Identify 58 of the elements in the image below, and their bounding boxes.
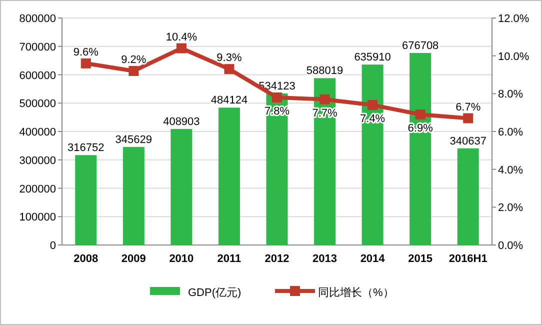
bar [218,108,240,245]
bar [457,148,479,245]
data-label: 676708 [402,40,439,52]
y2-tick-label: 6.0% [498,126,524,138]
y-tick-label: 0 [50,240,56,252]
data-label: 6.7% [456,101,481,114]
y2-tick-label: 12.0% [498,13,530,25]
data-label: 9.3% [216,52,242,64]
data-label: 340637 [450,135,486,148]
legend-label: 同比增长（%） [318,286,394,299]
point [80,58,91,68]
x-tick-label: 2010 [169,253,194,265]
y2-tick-label: 2.0% [498,202,524,214]
data-label: 345629 [115,134,152,146]
legend-label: GDP(亿元) [188,287,242,299]
x-tick-label: 2011 [217,253,242,265]
data-label: 484124 [210,94,248,107]
bar [170,128,192,245]
y-tick-label: 700000 [19,41,56,54]
y-tick-label: 800000 [19,13,56,25]
y2-tick-label: 10.0% [498,50,530,63]
point [176,43,186,54]
bar [266,93,288,245]
y2-tick-label: 0.0% [498,240,524,252]
y-tick-label: 300000 [19,154,56,167]
y2-tick-label: 4.0% [498,164,524,176]
x-tick-label: 2013 [312,253,338,265]
bar [75,155,97,245]
point [128,66,139,76]
point [368,100,378,110]
x-tick-label: 2009 [121,253,146,265]
x-tick-label: 2012 [264,253,290,265]
x-tick-label: 2008 [74,253,98,265]
y-tick-label: 100000 [19,212,56,224]
data-label: 408903 [163,116,200,128]
point [224,64,234,74]
y2-tick-label: 8.0% [498,88,524,101]
x-tick-label: 2014 [360,253,386,265]
y-tick-label: 200000 [19,183,56,196]
x-tick-label: 2015 [408,253,433,265]
data-label: 9.6% [73,46,99,58]
data-label: 588019 [306,65,344,78]
y-tick-label: 600000 [19,70,56,82]
bar [410,52,432,245]
data-label: 316752 [68,142,104,154]
y-tick-label: 400000 [19,126,56,138]
data-label: 9.2% [121,54,146,66]
bar [122,146,144,245]
point [272,92,282,102]
data-label: 10.4% [166,31,198,44]
x-tick-label: 2016H1 [448,253,488,265]
point [320,94,330,104]
data-label: 635910 [354,52,391,64]
y-tick-label: 500000 [19,98,56,110]
point [415,109,426,120]
bar [362,64,384,245]
point [463,113,474,124]
bar [314,78,336,245]
